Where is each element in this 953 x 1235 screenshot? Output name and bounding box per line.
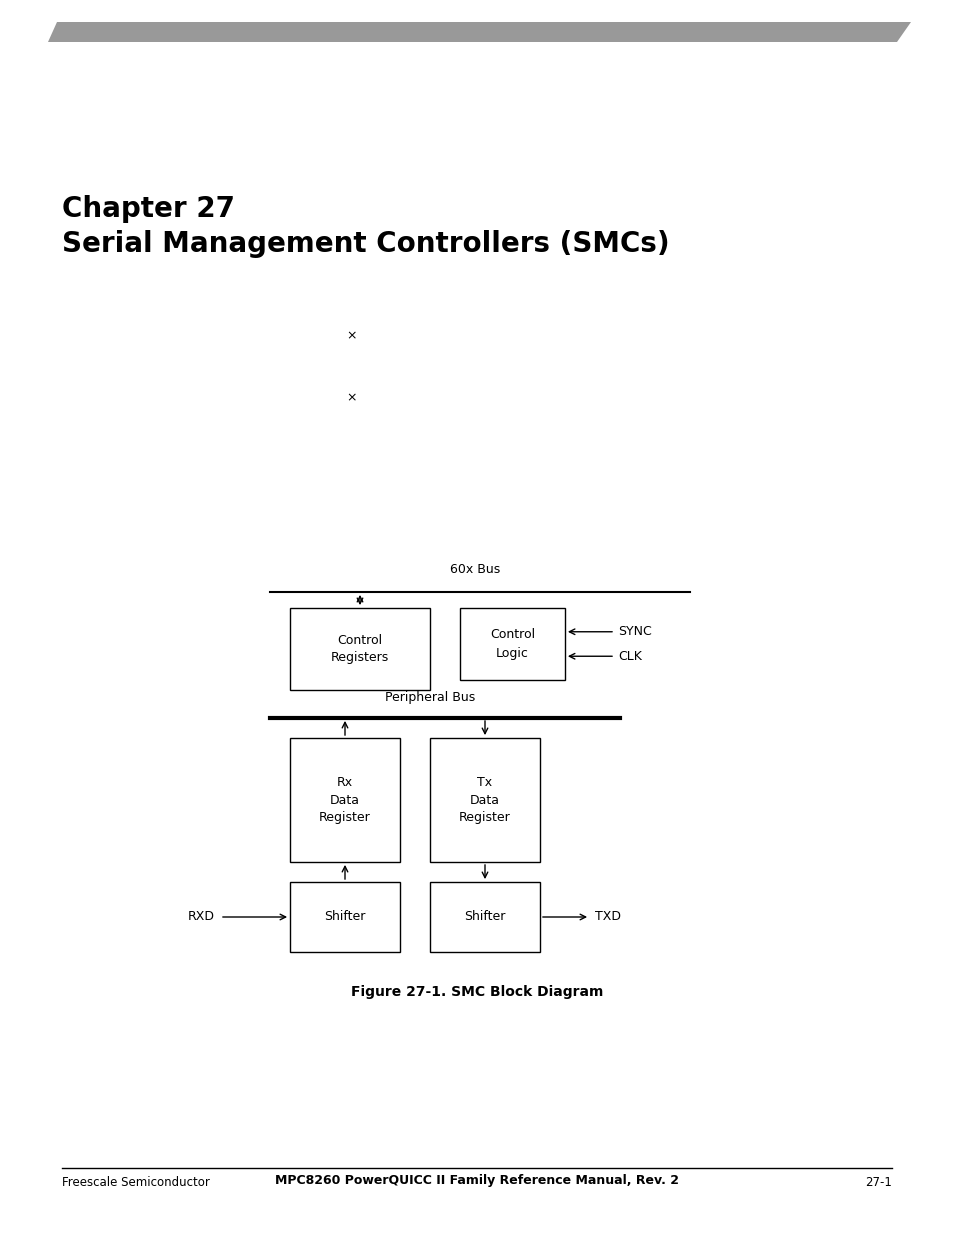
Text: SYNC: SYNC	[618, 625, 651, 638]
Text: Serial Management Controllers (SMCs): Serial Management Controllers (SMCs)	[62, 230, 669, 258]
Bar	[430, 882, 539, 952]
Text: RXD: RXD	[188, 910, 214, 924]
Text: ×: ×	[346, 330, 356, 342]
Text: Shifter: Shifter	[464, 910, 505, 924]
Text: Peripheral Bus: Peripheral Bus	[384, 692, 475, 704]
Polygon shape	[48, 22, 910, 42]
Text: TXD: TXD	[595, 910, 620, 924]
Bar	[290, 882, 399, 952]
Text: Tx
Data
Register: Tx Data Register	[458, 776, 511, 825]
Text: Figure 27-1. SMC Block Diagram: Figure 27-1. SMC Block Diagram	[351, 986, 602, 999]
Text: Control
Registers: Control Registers	[331, 634, 389, 664]
Text: Shifter: Shifter	[324, 910, 365, 924]
Text: 60x Bus: 60x Bus	[450, 563, 499, 576]
Bar	[290, 739, 399, 862]
Text: 27-1: 27-1	[864, 1176, 891, 1189]
Bar	[430, 739, 539, 862]
Text: Control
Logic: Control Logic	[490, 629, 535, 659]
Text: CLK: CLK	[618, 650, 641, 663]
Text: Chapter 27: Chapter 27	[62, 195, 234, 224]
Text: ×: ×	[346, 391, 356, 405]
Text: MPC8260 PowerQUICC II Family Reference Manual, Rev. 2: MPC8260 PowerQUICC II Family Reference M…	[274, 1174, 679, 1187]
Bar	[459, 608, 564, 680]
Text: Freescale Semiconductor: Freescale Semiconductor	[62, 1176, 210, 1189]
Bar	[290, 608, 430, 690]
Text: Rx
Data
Register: Rx Data Register	[319, 776, 371, 825]
